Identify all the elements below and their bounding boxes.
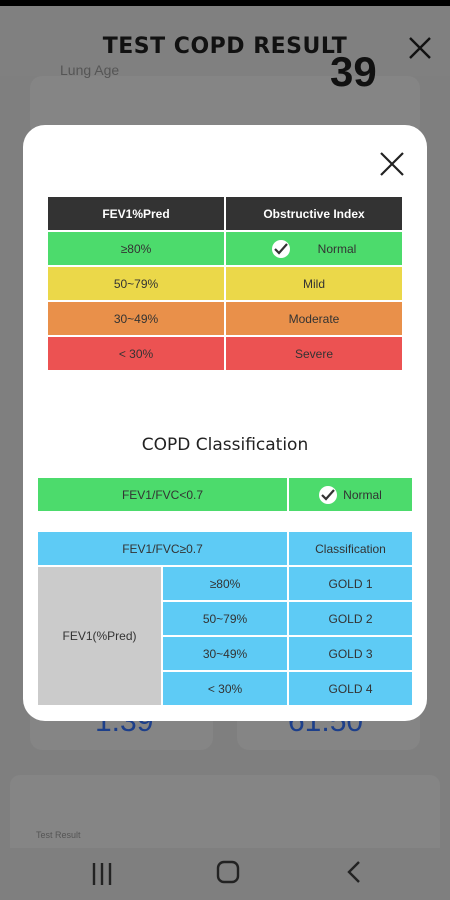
- gold-criterion-header: FEV1/FVC≥0.7: [38, 532, 287, 565]
- page-title: TEST COPD RESULT: [102, 34, 348, 59]
- severity-index-label: Normal: [317, 241, 357, 256]
- close-icon[interactable]: [377, 149, 407, 179]
- bottom-card-label: Test Result: [36, 830, 81, 840]
- navigation-bar: [0, 848, 450, 900]
- copd-info-dialog: FEV1%Pred Obstructive Index ≥80% Normal …: [23, 125, 427, 721]
- fev1-fvc-result-label: Normal: [343, 487, 382, 502]
- gold-range-2: 50~79%: [163, 602, 287, 635]
- check-icon: [271, 239, 290, 258]
- status-bar: [0, 0, 450, 6]
- fev1-fvc-result: Normal: [289, 478, 412, 511]
- page-header: TEST COPD RESULT: [0, 6, 450, 76]
- fev1-fvc-criterion: FEV1/FVC<0.7: [38, 478, 287, 511]
- severity-range-normal: ≥80%: [48, 232, 224, 265]
- copd-classification-title: COPD Classification: [141, 435, 309, 455]
- gold-range-3: 30~49%: [163, 637, 287, 670]
- gold-grade-3: GOLD 3: [289, 637, 412, 670]
- gold-range-4: < 30%: [163, 672, 287, 705]
- severity-index-mild: Mild: [226, 267, 402, 300]
- lung-age-label: Lung Age: [60, 62, 120, 78]
- severity-range-mild: 50~79%: [48, 267, 224, 300]
- header-obstructive-index: Obstructive Index: [226, 197, 402, 230]
- severity-index-normal: Normal: [226, 232, 402, 265]
- gold-grade-4: GOLD 4: [289, 672, 412, 705]
- recent-apps-icon[interactable]: [72, 848, 132, 900]
- gold-grade-1: GOLD 1: [289, 567, 412, 600]
- check-icon: [319, 485, 338, 504]
- gold-classification-header: Classification: [289, 532, 412, 565]
- back-icon[interactable]: [324, 848, 384, 900]
- close-icon[interactable]: [404, 32, 436, 64]
- severity-index-severe: Severe: [226, 337, 402, 370]
- home-icon[interactable]: [198, 848, 258, 900]
- bottom-card: [10, 775, 440, 848]
- severity-range-severe: < 30%: [48, 337, 224, 370]
- severity-range-moderate: 30~49%: [48, 302, 224, 335]
- severity-index-moderate: Moderate: [226, 302, 402, 335]
- header-fev1-pred: FEV1%Pred: [48, 197, 224, 230]
- gold-range-1: ≥80%: [163, 567, 287, 600]
- gold-grade-2: GOLD 2: [289, 602, 412, 635]
- fev1-pred-group-label: FEV1(%Pred): [38, 567, 161, 705]
- lung-age-value: 39: [330, 48, 377, 95]
